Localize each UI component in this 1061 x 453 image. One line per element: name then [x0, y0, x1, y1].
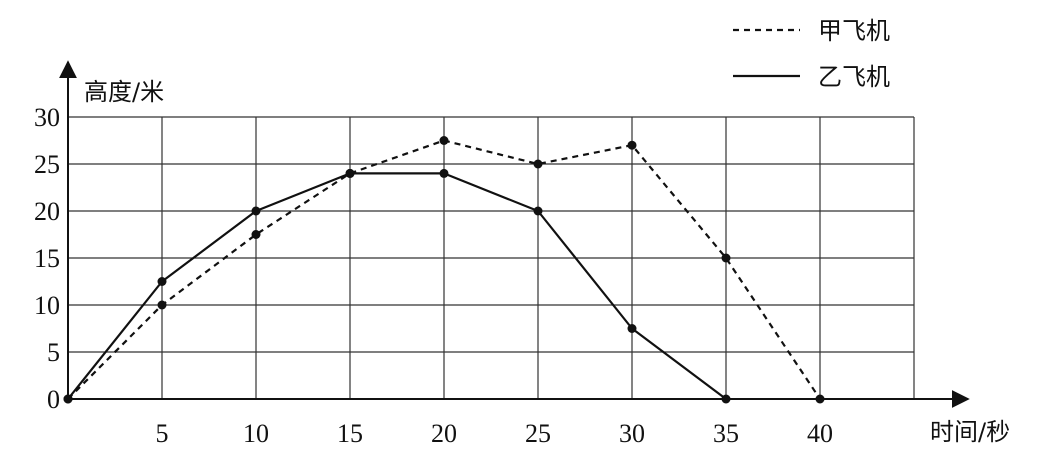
y-tick-label: 15: [34, 244, 60, 273]
y-axis-title: 高度/米: [84, 78, 164, 106]
series-line-2: [67, 172, 727, 400]
x-tick-label: 25: [525, 419, 551, 448]
data-point-series-2: [345, 168, 355, 178]
data-point-series-2: [439, 168, 449, 178]
y-tick-label: 5: [47, 338, 60, 367]
axes: [59, 60, 970, 408]
x-tick-label: 40: [807, 419, 833, 448]
x-tick-label: 5: [156, 419, 169, 448]
data-point-series-1: [533, 159, 543, 169]
x-axis-title: 时间/秒: [930, 418, 1010, 446]
data-point-series-1: [627, 140, 637, 150]
data-point-series-2: [533, 206, 543, 216]
data-point-series-1: [815, 394, 825, 404]
x-tick-label: 35: [713, 419, 739, 448]
x-tick-label: 10: [243, 419, 269, 448]
y-tick-label: 0: [47, 385, 60, 414]
data-point-series-1: [721, 253, 731, 263]
data-point-series-2: [157, 277, 167, 286]
y-tick-label: 30: [34, 103, 60, 132]
data-point-series-2: [63, 394, 73, 404]
tick-labels: 5 10 15 20 25 30 35 40 0 5 10 15 20 25 30: [34, 103, 833, 448]
y-tick-label: 20: [34, 197, 60, 226]
y-tick-label: 10: [34, 291, 60, 320]
series: [63, 136, 825, 404]
data-point-series-2: [721, 394, 731, 404]
data-point-series-2: [627, 324, 637, 333]
data-point-series-1: [251, 230, 261, 239]
data-point-series-1: [157, 300, 167, 310]
x-tick-label: 15: [337, 419, 363, 448]
grid: [68, 116, 915, 399]
x-tick-label: 30: [619, 419, 645, 448]
data-point-series-2: [251, 206, 261, 216]
legend-label-1: 甲飞机: [818, 17, 890, 45]
data-point-series-1: [439, 136, 449, 145]
y-tick-label: 25: [34, 150, 60, 179]
legend-label-2: 乙飞机: [818, 63, 890, 91]
x-tick-label: 20: [431, 419, 457, 448]
